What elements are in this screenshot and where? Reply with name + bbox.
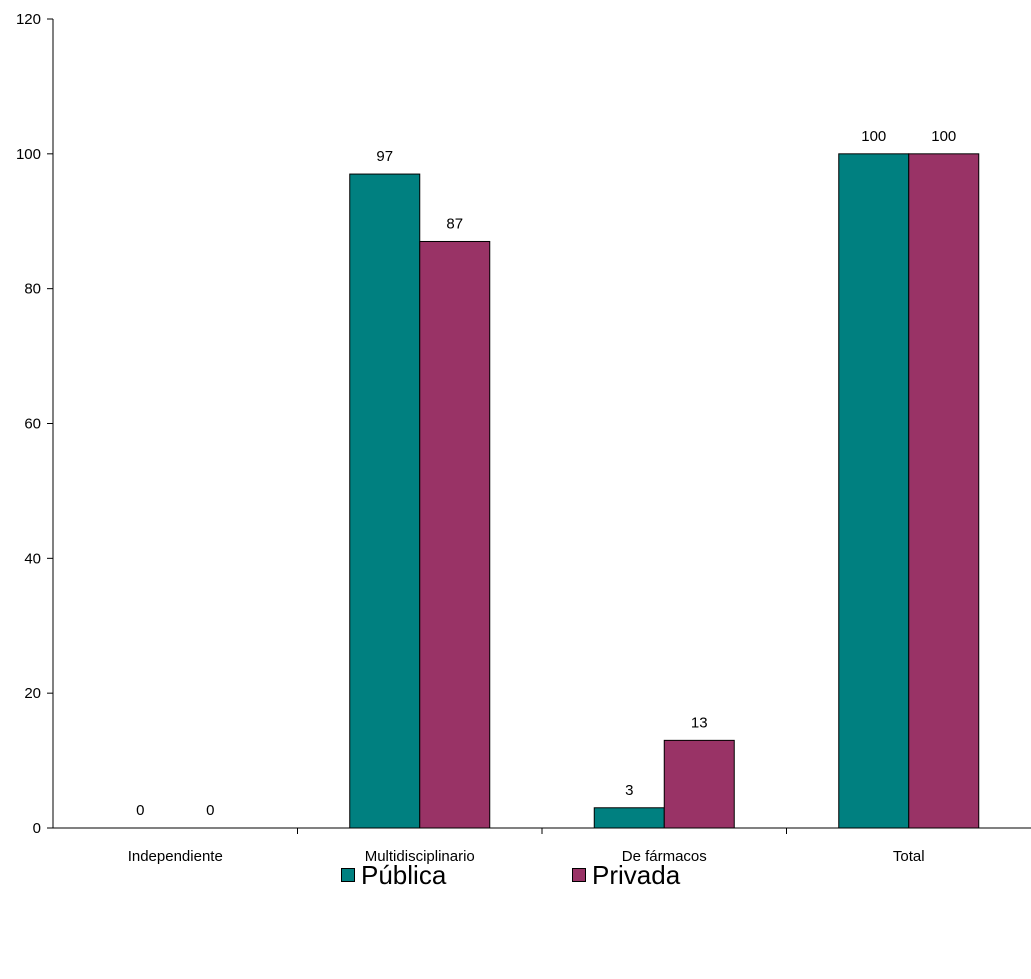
y-tick-label-120: 120 xyxy=(16,11,41,28)
bar-0-2 xyxy=(593,807,665,829)
data-label-1-2: 13 xyxy=(691,714,708,731)
legend-item-publica: Pública xyxy=(341,860,446,890)
x-tick-label-1: Multidisciplinario xyxy=(365,848,475,865)
legend-swatch-privada xyxy=(572,868,586,882)
bar-1-2 xyxy=(663,739,735,829)
data-label-0-0: 0 xyxy=(136,802,144,819)
legend: Pública Privada xyxy=(0,860,1031,900)
data-label-1-1: 87 xyxy=(446,215,463,232)
legend-swatch-publica xyxy=(341,868,355,882)
y-tick-label-0: 0 xyxy=(33,820,41,837)
y-tick-label-60: 60 xyxy=(24,416,41,433)
data-label-1-0: 0 xyxy=(206,802,214,819)
data-label-0-3: 100 xyxy=(861,128,886,145)
bar-1-1 xyxy=(419,240,491,829)
data-label-0-2: 3 xyxy=(625,782,633,799)
bar-1-3 xyxy=(908,153,980,829)
y-tick-label-20: 20 xyxy=(24,685,41,702)
x-tick-label-3: Total xyxy=(893,848,925,865)
x-tick-label-0: Independiente xyxy=(128,848,223,865)
data-label-0-1: 97 xyxy=(376,148,393,165)
y-tick-label-80: 80 xyxy=(24,281,41,298)
bar-0-1 xyxy=(349,173,421,829)
x-tick-label-2: De fármacos xyxy=(622,848,707,865)
bar-chart: 0 20 40 60 80 100 120 Independiente 0 0 Multidisci… xyxy=(16,11,1031,865)
y-tick-label-40: 40 xyxy=(24,550,41,567)
bar-0-3 xyxy=(838,153,910,829)
y-tick-label-100: 100 xyxy=(16,146,41,163)
legend-label-publica: Pública xyxy=(361,860,447,890)
legend-label-privada: Privada xyxy=(592,860,681,890)
legend-item-privada: Privada xyxy=(572,860,680,890)
data-label-1-3: 100 xyxy=(931,128,956,145)
